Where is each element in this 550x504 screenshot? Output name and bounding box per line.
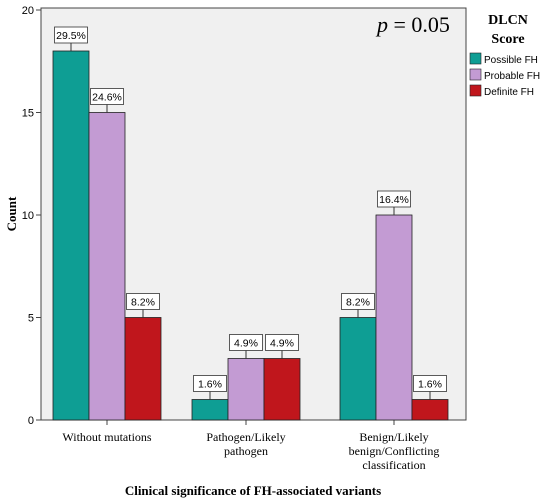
legend-title-line1: DLCN <box>488 13 528 28</box>
x-tick-label: Pathogen/Likely <box>206 430 285 444</box>
bars <box>52 50 449 421</box>
y-tick-label: 0 <box>28 415 34 427</box>
axes: 0 5 10 15 20 Without mutations Pathogen/Likely… <box>22 5 440 472</box>
legend-swatch <box>469 68 482 81</box>
data-label: 16.4% <box>379 194 409 206</box>
p-value-annotation: p = 0.05 <box>375 12 450 37</box>
data-label-box <box>413 375 447 392</box>
y-tick-label: 10 <box>22 210 34 222</box>
data-label-box <box>341 293 375 310</box>
data-label: 24.6% <box>92 92 122 104</box>
data-label: 4.9% <box>234 338 258 350</box>
x-axis-label: Clinical significance of FH-associated v… <box>125 483 381 498</box>
data-label-box <box>265 334 299 351</box>
legend-entry: Possible FH <box>484 55 538 66</box>
x-tick-label: Without mutations <box>62 430 152 444</box>
y-tick-label: 20 <box>22 5 34 17</box>
bar <box>191 399 229 421</box>
y-tick-label: 15 <box>22 108 34 120</box>
data-label: 4.9% <box>270 338 294 350</box>
bar <box>227 358 265 421</box>
x-tick-label: classification <box>362 458 425 472</box>
x-tick-label: benign/Conflicting <box>349 444 440 458</box>
data-label: 29.5% <box>56 30 86 42</box>
data-label-box <box>54 26 88 44</box>
x-tick-label: pathogen <box>224 444 268 458</box>
bar <box>375 214 413 421</box>
data-label-box <box>193 375 227 392</box>
data-label: 8.2% <box>346 297 370 309</box>
data-label-box <box>126 293 160 310</box>
bar <box>88 112 126 421</box>
legend: DLCN Score Possible FH Probable FH Definit… <box>469 13 540 98</box>
legend-title-line2: Score <box>491 32 524 47</box>
legend-entry: Definite FH <box>484 87 534 98</box>
data-labels: 29.5% 24.6% 8.2% 1.6% 4.9% 4.9% 8.2% 16.4% 1.6% <box>54 26 447 400</box>
y-axis-label: Count <box>4 196 19 231</box>
data-label: 1.6% <box>418 379 442 391</box>
bar <box>124 317 162 421</box>
data-label-box <box>90 88 124 105</box>
bar <box>263 358 301 421</box>
legend-swatch <box>469 84 482 97</box>
y-tick-label: 5 <box>28 313 34 325</box>
data-label: 1.6% <box>198 379 222 391</box>
bar <box>411 399 449 421</box>
bar <box>52 50 90 421</box>
x-tick-label: Benign/Likely <box>359 430 428 444</box>
legend-swatch <box>469 52 482 65</box>
bar <box>339 317 377 421</box>
data-label-box <box>229 334 263 351</box>
data-label: 8.2% <box>131 297 155 309</box>
data-label-box <box>377 190 411 208</box>
legend-entry: Probable FH <box>484 71 540 82</box>
